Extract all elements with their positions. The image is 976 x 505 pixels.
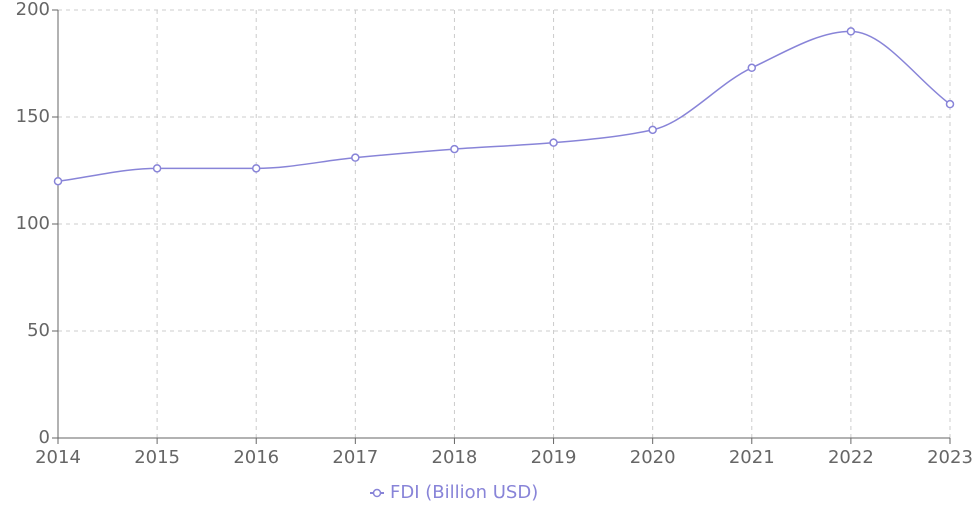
x-tick-label: 2016 (233, 447, 279, 468)
point (846, 27, 856, 36)
point (251, 164, 261, 173)
y-tick-label: 200 (16, 0, 50, 20)
y-tick-label: 0 (39, 427, 50, 448)
point (152, 164, 162, 173)
point (549, 138, 558, 147)
x-tick-label: 2022 (828, 447, 874, 468)
point (945, 99, 955, 109)
x-tick-label: 2019 (531, 447, 577, 468)
y-tick-label: 50 (27, 320, 50, 341)
x-tick-label: 2014 (35, 447, 81, 468)
point (747, 63, 757, 73)
legend-icon (372, 488, 382, 498)
legend-label: FDI (Billion USD) (390, 482, 538, 503)
x-tick-label: 2017 (332, 447, 378, 468)
x-tick-label: 2020 (630, 447, 676, 468)
y-tick-label: 150 (16, 106, 50, 127)
point (648, 125, 657, 135)
point (351, 153, 360, 162)
x-tick-label: 2021 (729, 447, 775, 468)
x-tick-label: 2015 (134, 447, 180, 468)
x-tick-label: 2023 (927, 447, 973, 468)
y-tick-label: 100 (16, 213, 50, 234)
line (57, 30, 951, 182)
x-tick-label: 2018 (432, 447, 478, 468)
point (450, 144, 459, 154)
point (53, 176, 63, 186)
